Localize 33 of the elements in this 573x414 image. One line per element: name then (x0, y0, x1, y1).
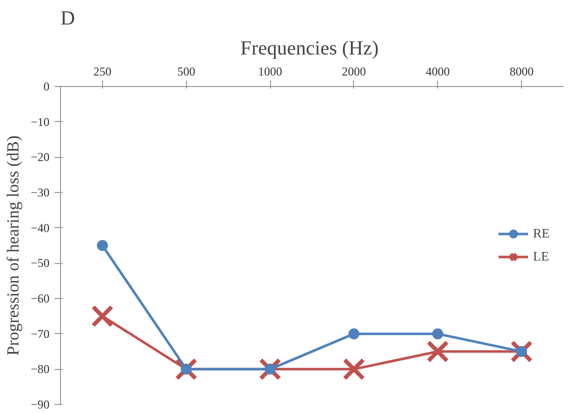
y-tick-label: −80 (30, 362, 50, 376)
point (516, 346, 528, 357)
y-tick-label: −30 (30, 186, 50, 200)
point (91, 304, 114, 328)
x-tick-label: 500 (177, 64, 196, 78)
x-axis-title: Frequencies (Hz) (240, 38, 379, 60)
point (432, 328, 444, 340)
chart-title: D (60, 8, 75, 30)
x-tick-label: 1000 (258, 64, 282, 78)
point (180, 364, 192, 375)
x-tick-label: 8000 (510, 64, 534, 78)
y-tick-label: −10 (30, 114, 50, 129)
y-tick-label: −20 (30, 150, 50, 164)
point (342, 358, 366, 380)
point (510, 340, 533, 363)
y-tick-label: 0 (44, 80, 50, 94)
point (175, 358, 198, 380)
point (264, 364, 276, 375)
point (348, 328, 360, 340)
point (258, 358, 282, 380)
y-axis-title: Progression of hearing loss (dB) (4, 135, 23, 356)
legend-label: LE (533, 248, 550, 264)
y-tick-label: −70 (30, 326, 50, 341)
x-tick-label: 4000 (426, 64, 450, 78)
point (426, 340, 449, 363)
x-tick-label: 2000 (342, 64, 366, 78)
y-tick-label: −60 (30, 292, 50, 306)
y-tick-label: −40 (30, 220, 50, 235)
y-tick-label: −90 (30, 398, 50, 412)
point (96, 240, 108, 251)
x-tick-label: 250 (93, 64, 112, 78)
legend-label: RE (533, 226, 551, 242)
y-tick-label: −50 (30, 256, 50, 270)
